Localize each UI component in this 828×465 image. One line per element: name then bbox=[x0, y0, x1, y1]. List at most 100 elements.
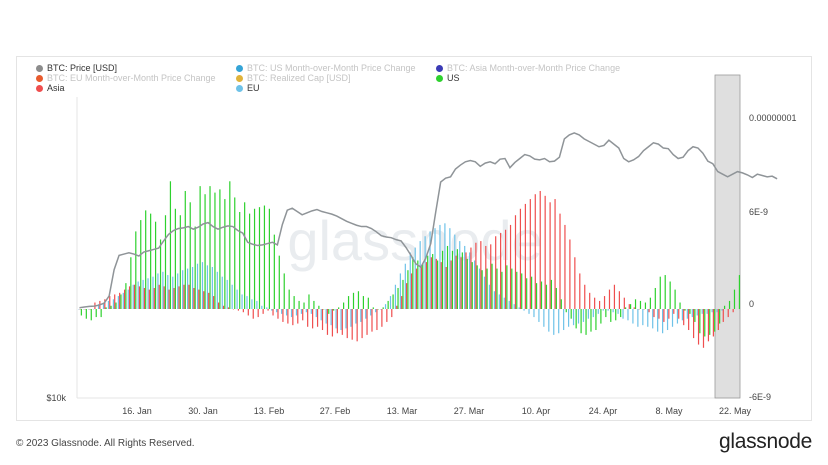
bar-eu bbox=[370, 309, 372, 316]
legend-label: EU bbox=[247, 83, 260, 93]
x-tick-label: 10. Apr bbox=[522, 406, 551, 416]
legend-item-btc-realized-cap-usd[interactable]: BTC: Realized Cap [USD] bbox=[236, 73, 351, 83]
bar-asia bbox=[287, 309, 289, 324]
bar-eu bbox=[256, 300, 258, 309]
bar-eu bbox=[488, 284, 491, 309]
bar-us bbox=[318, 305, 320, 309]
bar-asia bbox=[653, 309, 655, 318]
legend-item-btc-price-usd[interactable]: BTC: Price [USD] bbox=[36, 63, 117, 73]
bar-us bbox=[456, 249, 458, 309]
bar-us bbox=[402, 279, 404, 309]
bar-us bbox=[135, 231, 137, 309]
bar-us bbox=[95, 309, 97, 318]
bar-asia bbox=[697, 309, 700, 345]
bar-asia bbox=[613, 284, 616, 309]
bar-eu bbox=[206, 265, 209, 309]
bar-eu bbox=[300, 309, 303, 314]
bar-asia bbox=[262, 309, 264, 314]
bar-eu bbox=[231, 284, 233, 309]
bar-asia bbox=[213, 296, 215, 309]
x-tick-label: 27. Feb bbox=[320, 406, 351, 416]
bar-us bbox=[679, 302, 681, 309]
legend-label: Asia bbox=[47, 83, 65, 93]
legend-item-btc-us-month-over-month-price-change[interactable]: BTC: US Month-over-Month Price Change bbox=[236, 63, 416, 73]
legend-item-us[interactable]: US bbox=[436, 73, 460, 83]
bar-us bbox=[634, 299, 637, 309]
bar-asia bbox=[119, 292, 121, 309]
bar-asia bbox=[143, 287, 145, 309]
x-tick-label: 27. Mar bbox=[454, 406, 485, 416]
bar-us bbox=[214, 192, 216, 309]
bar-eu bbox=[577, 309, 580, 324]
bar-asia bbox=[227, 307, 230, 309]
bar-asia bbox=[544, 195, 546, 309]
bar-us bbox=[110, 305, 112, 309]
bar-asia bbox=[460, 257, 462, 309]
bar-eu bbox=[637, 309, 639, 327]
bar-eu bbox=[716, 309, 718, 313]
bar-us bbox=[100, 309, 102, 318]
bar-eu bbox=[676, 309, 679, 324]
bar-asia bbox=[312, 309, 314, 329]
shaded-region bbox=[714, 74, 741, 399]
bar-us bbox=[723, 305, 726, 309]
bar-asia bbox=[722, 309, 724, 322]
bar-eu bbox=[632, 309, 634, 324]
bar-eu bbox=[696, 309, 698, 316]
bar-us bbox=[268, 208, 270, 309]
bar-eu bbox=[137, 281, 139, 309]
bar-eu bbox=[478, 268, 481, 309]
bar-asia bbox=[485, 245, 487, 309]
bar-asia bbox=[391, 309, 393, 318]
x-tick-label: 8. May bbox=[655, 406, 683, 416]
bar-eu bbox=[315, 309, 317, 318]
legend-label: BTC: US Month-over-Month Price Change bbox=[247, 63, 416, 73]
bar-us bbox=[738, 275, 741, 309]
bar-asia bbox=[450, 260, 452, 309]
bar-asia bbox=[519, 208, 522, 309]
bar-us bbox=[283, 273, 285, 309]
bar-asia bbox=[495, 236, 497, 309]
bar-us bbox=[224, 199, 226, 309]
bar-eu bbox=[662, 309, 664, 334]
bar-asia bbox=[574, 257, 576, 309]
legend-dot-icon bbox=[236, 64, 243, 72]
bar-us bbox=[610, 309, 612, 322]
bar-asia bbox=[594, 297, 596, 309]
bar-asia bbox=[178, 286, 180, 309]
legend-item-eu[interactable]: EU bbox=[236, 83, 260, 93]
bar-asia bbox=[514, 215, 517, 309]
legend-label: BTC: EU Month-over-Month Price Change bbox=[47, 73, 216, 83]
legend-item-btc-asia-month-over-month-price-change[interactable]: BTC: Asia Month-over-Month Price Change bbox=[436, 63, 620, 73]
bar-eu bbox=[226, 279, 228, 309]
legend-item-btc-eu-month-over-month-price-change[interactable]: BTC: EU Month-over-Month Price Change bbox=[36, 73, 216, 83]
bar-us bbox=[313, 300, 315, 309]
bar-us bbox=[580, 309, 582, 334]
bar-us bbox=[392, 294, 394, 309]
bar-asia bbox=[717, 309, 719, 331]
bar-us bbox=[446, 245, 449, 309]
bar-eu bbox=[429, 231, 431, 309]
bar-asia bbox=[470, 247, 472, 309]
bar-us bbox=[516, 271, 518, 309]
bar-asia bbox=[331, 309, 334, 337]
bar-us bbox=[422, 263, 424, 309]
right-axis-tick-label: -6E-9 bbox=[749, 392, 771, 402]
bar-us bbox=[669, 281, 671, 309]
bar-us bbox=[347, 296, 350, 309]
legend-dot-icon bbox=[436, 64, 443, 72]
bar-eu bbox=[330, 309, 332, 326]
bar-us bbox=[333, 309, 335, 311]
bar-us bbox=[491, 263, 493, 309]
bar-asia bbox=[603, 296, 606, 309]
legend-item-asia[interactable]: Asia bbox=[36, 83, 65, 93]
bar-eu bbox=[266, 307, 268, 309]
legend-label: US bbox=[447, 73, 460, 83]
bar-asia bbox=[336, 309, 338, 334]
bar-eu bbox=[389, 296, 392, 309]
bar-asia bbox=[534, 194, 536, 309]
bar-eu bbox=[97, 304, 100, 309]
bar-asia bbox=[376, 309, 378, 331]
bar-eu bbox=[355, 309, 357, 324]
bar-eu bbox=[647, 309, 649, 327]
